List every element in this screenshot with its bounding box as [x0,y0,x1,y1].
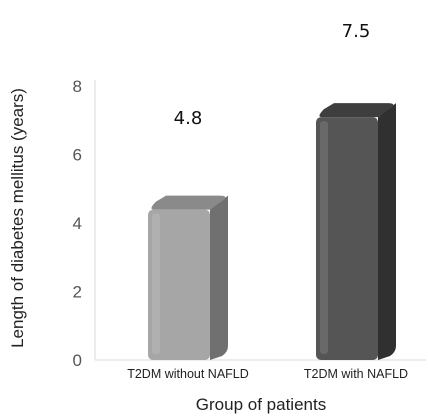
data-labels: 4.8 7.5 [174,21,371,129]
x-tick-label: T2DM without NAFLD [127,367,249,381]
data-label: 4.8 [174,108,203,129]
bar-top-face [319,103,394,118]
bar-top-face [151,195,226,210]
bar [316,103,396,360]
y-tick-label: 8 [73,77,82,96]
y-tick-label: 2 [73,283,82,302]
x-axis-title: Group of patients [196,395,326,414]
bar-side-face [378,103,396,360]
y-tick-labels: 0 2 4 6 8 [73,77,82,370]
data-label: 7.5 [342,21,371,42]
bars [148,103,396,360]
x-tick-label: T2DM with NAFLD [304,367,408,381]
bar-highlight [152,213,160,354]
bar-highlight [320,121,328,354]
bar-side-face [210,195,228,360]
bar-front-face [148,209,210,360]
bar [148,195,228,360]
y-tick-label: 0 [73,351,82,370]
y-tick-label: 4 [73,214,82,233]
category-labels: T2DM without NAFLD T2DM with NAFLD [127,367,408,381]
y-tick-label: 6 [73,146,82,165]
y-axis-title: Length of diabetes mellitus (years) [8,88,27,348]
bar-front-face [316,117,378,360]
